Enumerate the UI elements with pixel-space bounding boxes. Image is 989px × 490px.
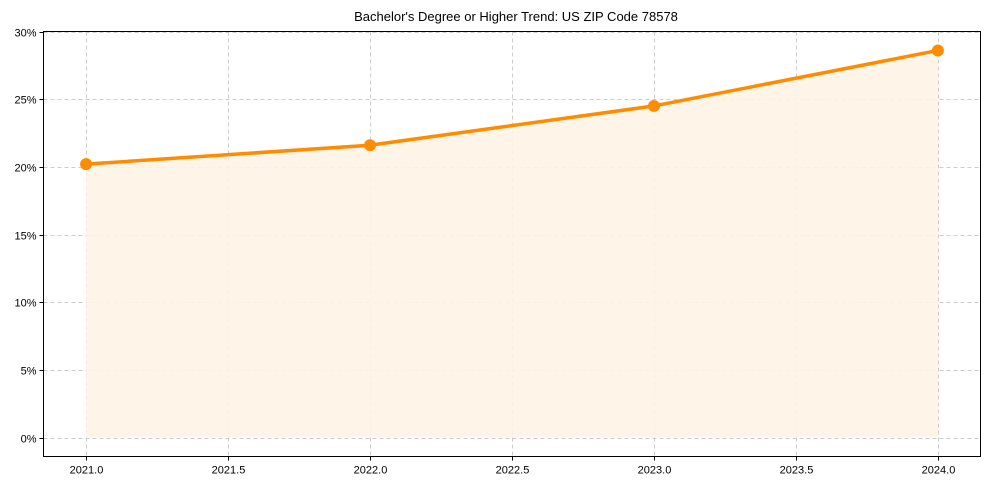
data-point-marker xyxy=(931,44,944,57)
x-axis: 2021.0 2021.5 2022.0 2022.5 2023.0 2023.5 2024… xyxy=(70,456,956,477)
data-markers xyxy=(80,44,944,171)
x-tick-label: 2023.0 xyxy=(638,465,672,477)
x-tick-label: 2021.5 xyxy=(212,465,246,477)
y-tick-label: 5% xyxy=(21,366,37,378)
data-point-marker xyxy=(364,139,377,152)
y-tick-label: 0% xyxy=(21,434,37,446)
x-tick-label: 2022.5 xyxy=(496,465,530,477)
y-tick-label: 20% xyxy=(14,163,36,175)
y-tick-label: 10% xyxy=(14,298,36,310)
data-point-marker xyxy=(647,99,660,112)
series-line xyxy=(85,48,939,166)
x-tick-label: 2022.0 xyxy=(354,465,388,477)
area-fill xyxy=(86,50,938,438)
x-tick-label: 2023.5 xyxy=(780,465,814,477)
data-point-marker xyxy=(80,158,93,171)
y-tick-label: 25% xyxy=(14,95,36,107)
y-tick-label: 30% xyxy=(14,28,36,40)
chart-title: Bachelor's Degree or Higher Trend: US ZI… xyxy=(354,9,678,24)
y-axis: 0% 5% 10% 15% 20% 25% 30% xyxy=(14,28,44,446)
x-tick-label: 2021.0 xyxy=(70,465,104,477)
y-tick-label: 15% xyxy=(14,231,36,243)
x-tick-label: 2024.0 xyxy=(922,465,956,477)
